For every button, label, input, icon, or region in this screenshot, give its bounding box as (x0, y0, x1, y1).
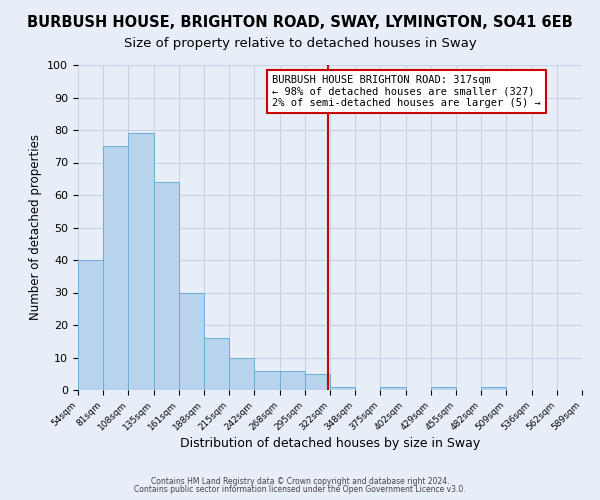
Bar (128, 133, 154, 390)
Bar (481, 387, 506, 390)
Bar (431, 387, 456, 390)
Bar (204, 338, 229, 390)
Bar (280, 370, 305, 390)
Text: BURBUSH HOUSE, BRIGHTON ROAD, SWAY, LYMINGTON, SO41 6EB: BURBUSH HOUSE, BRIGHTON ROAD, SWAY, LYMI… (27, 15, 573, 30)
Bar (179, 292, 204, 390)
X-axis label: Distribution of detached houses by size in Sway: Distribution of detached houses by size … (180, 438, 480, 450)
Text: Contains public sector information licensed under the Open Government Licence v3: Contains public sector information licen… (134, 485, 466, 494)
Bar (103, 146, 128, 390)
Bar (305, 374, 330, 390)
Bar (154, 182, 179, 390)
Text: BURBUSH HOUSE BRIGHTON ROAD: 317sqm
← 98% of detached houses are smaller (327)
2: BURBUSH HOUSE BRIGHTON ROAD: 317sqm ← 98… (272, 74, 541, 108)
Bar (380, 387, 406, 390)
Y-axis label: Number of detached properties: Number of detached properties (29, 134, 42, 320)
Text: Size of property relative to detached houses in Sway: Size of property relative to detached ho… (124, 38, 476, 51)
Bar (254, 370, 280, 390)
Bar (78, 260, 103, 390)
Bar (330, 387, 355, 390)
Bar (229, 358, 254, 390)
Text: Contains HM Land Registry data © Crown copyright and database right 2024.: Contains HM Land Registry data © Crown c… (151, 477, 449, 486)
